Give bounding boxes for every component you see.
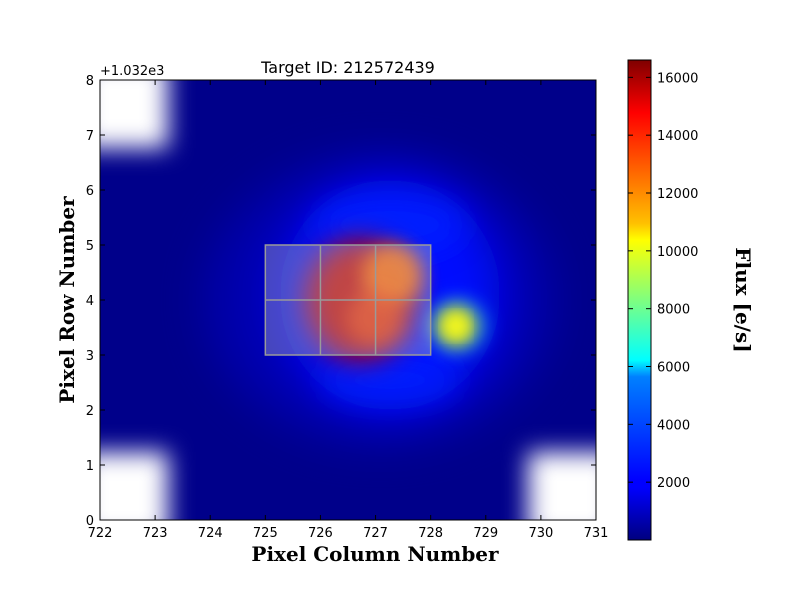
y-tick-label: 7 (86, 129, 94, 144)
no-data-bottom-right (528, 452, 596, 520)
x-tick-label: 724 (198, 526, 223, 541)
colorbar-tick-label: 14000 (657, 129, 698, 144)
colorbar-label: Flux [e/s] (731, 247, 755, 352)
x-tick-label: 722 (88, 526, 113, 541)
y-axis: 0 1 2 3 4 5 6 7 8 (86, 74, 596, 529)
colorbar-tick-label: 2000 (657, 476, 690, 491)
y-tick-label: 8 (86, 74, 94, 89)
colorbar-gradient (627, 59, 652, 541)
blue-halo-top (315, 195, 465, 255)
colorbar-tick-label: 12000 (657, 187, 698, 202)
blue-halo-bottom (320, 355, 460, 405)
colorbar-tick-label: 16000 (657, 71, 698, 86)
chart-title: Target ID: 212572439 (260, 58, 435, 77)
neighbor-source-core (447, 317, 465, 335)
x-tick-label: 729 (473, 526, 498, 541)
y-tick-label: 5 (86, 239, 94, 254)
x-axis: 722 723 724 725 726 727 728 729 730 731 (88, 80, 609, 541)
colorbar-tick-label: 8000 (657, 303, 690, 318)
no-data-bottom-left (100, 452, 168, 520)
x-tick-label: 726 (308, 526, 333, 541)
x-tick-label: 728 (418, 526, 443, 541)
colorbar-ticks: 2000 4000 6000 8000 10000 12000 14000 16000 (628, 71, 698, 491)
source-core-secondary (362, 245, 422, 305)
y-tick-label: 6 (86, 184, 94, 199)
x-tick-label: 725 (253, 526, 278, 541)
y-offset-label: +1.032e3 (100, 64, 164, 79)
plot-area (100, 80, 596, 520)
colorbar: 2000 4000 6000 8000 10000 12000 14000 16000 Flu… (627, 59, 755, 541)
colorbar-tick-label: 6000 (657, 361, 690, 376)
y-axis-label: Pixel Row Number (55, 196, 79, 404)
x-tick-label: 723 (143, 526, 168, 541)
no-data-top-left (100, 80, 168, 148)
no-data-regions (100, 80, 596, 520)
x-tick-label: 727 (363, 526, 388, 541)
x-tick-label: 731 (584, 526, 609, 541)
aperture-mask (264, 244, 432, 356)
colorbar-tick-label: 10000 (657, 245, 698, 260)
y-tick-label: 3 (86, 349, 94, 364)
colorbar-tick-label: 4000 (657, 418, 690, 433)
y-tick-label: 2 (86, 404, 94, 419)
y-tick-label: 1 (86, 459, 94, 474)
x-axis-label: Pixel Column Number (251, 542, 499, 566)
x-tick-label: 730 (528, 526, 553, 541)
y-tick-label: 0 (86, 514, 94, 529)
y-tick-label: 4 (86, 294, 94, 309)
